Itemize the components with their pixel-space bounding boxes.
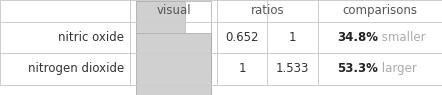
Text: 1: 1 <box>289 31 297 44</box>
Text: comparisons: comparisons <box>343 4 418 17</box>
Text: 1.533: 1.533 <box>276 62 309 75</box>
Text: 53.3%: 53.3% <box>337 62 378 75</box>
Bar <box>136 33 211 95</box>
Bar <box>136 33 211 95</box>
Bar <box>136 33 211 95</box>
Text: visual: visual <box>156 4 191 17</box>
Bar <box>136 1 185 74</box>
Bar <box>136 1 211 74</box>
Text: 34.8%: 34.8% <box>337 31 378 44</box>
Text: 0.652: 0.652 <box>225 31 259 44</box>
Text: smaller: smaller <box>378 31 426 44</box>
Text: ratios: ratios <box>251 4 284 17</box>
Text: 1: 1 <box>238 62 246 75</box>
Text: larger: larger <box>378 62 417 75</box>
Text: nitric oxide: nitric oxide <box>58 31 124 44</box>
Text: nitrogen dioxide: nitrogen dioxide <box>27 62 124 75</box>
Bar <box>136 1 185 74</box>
